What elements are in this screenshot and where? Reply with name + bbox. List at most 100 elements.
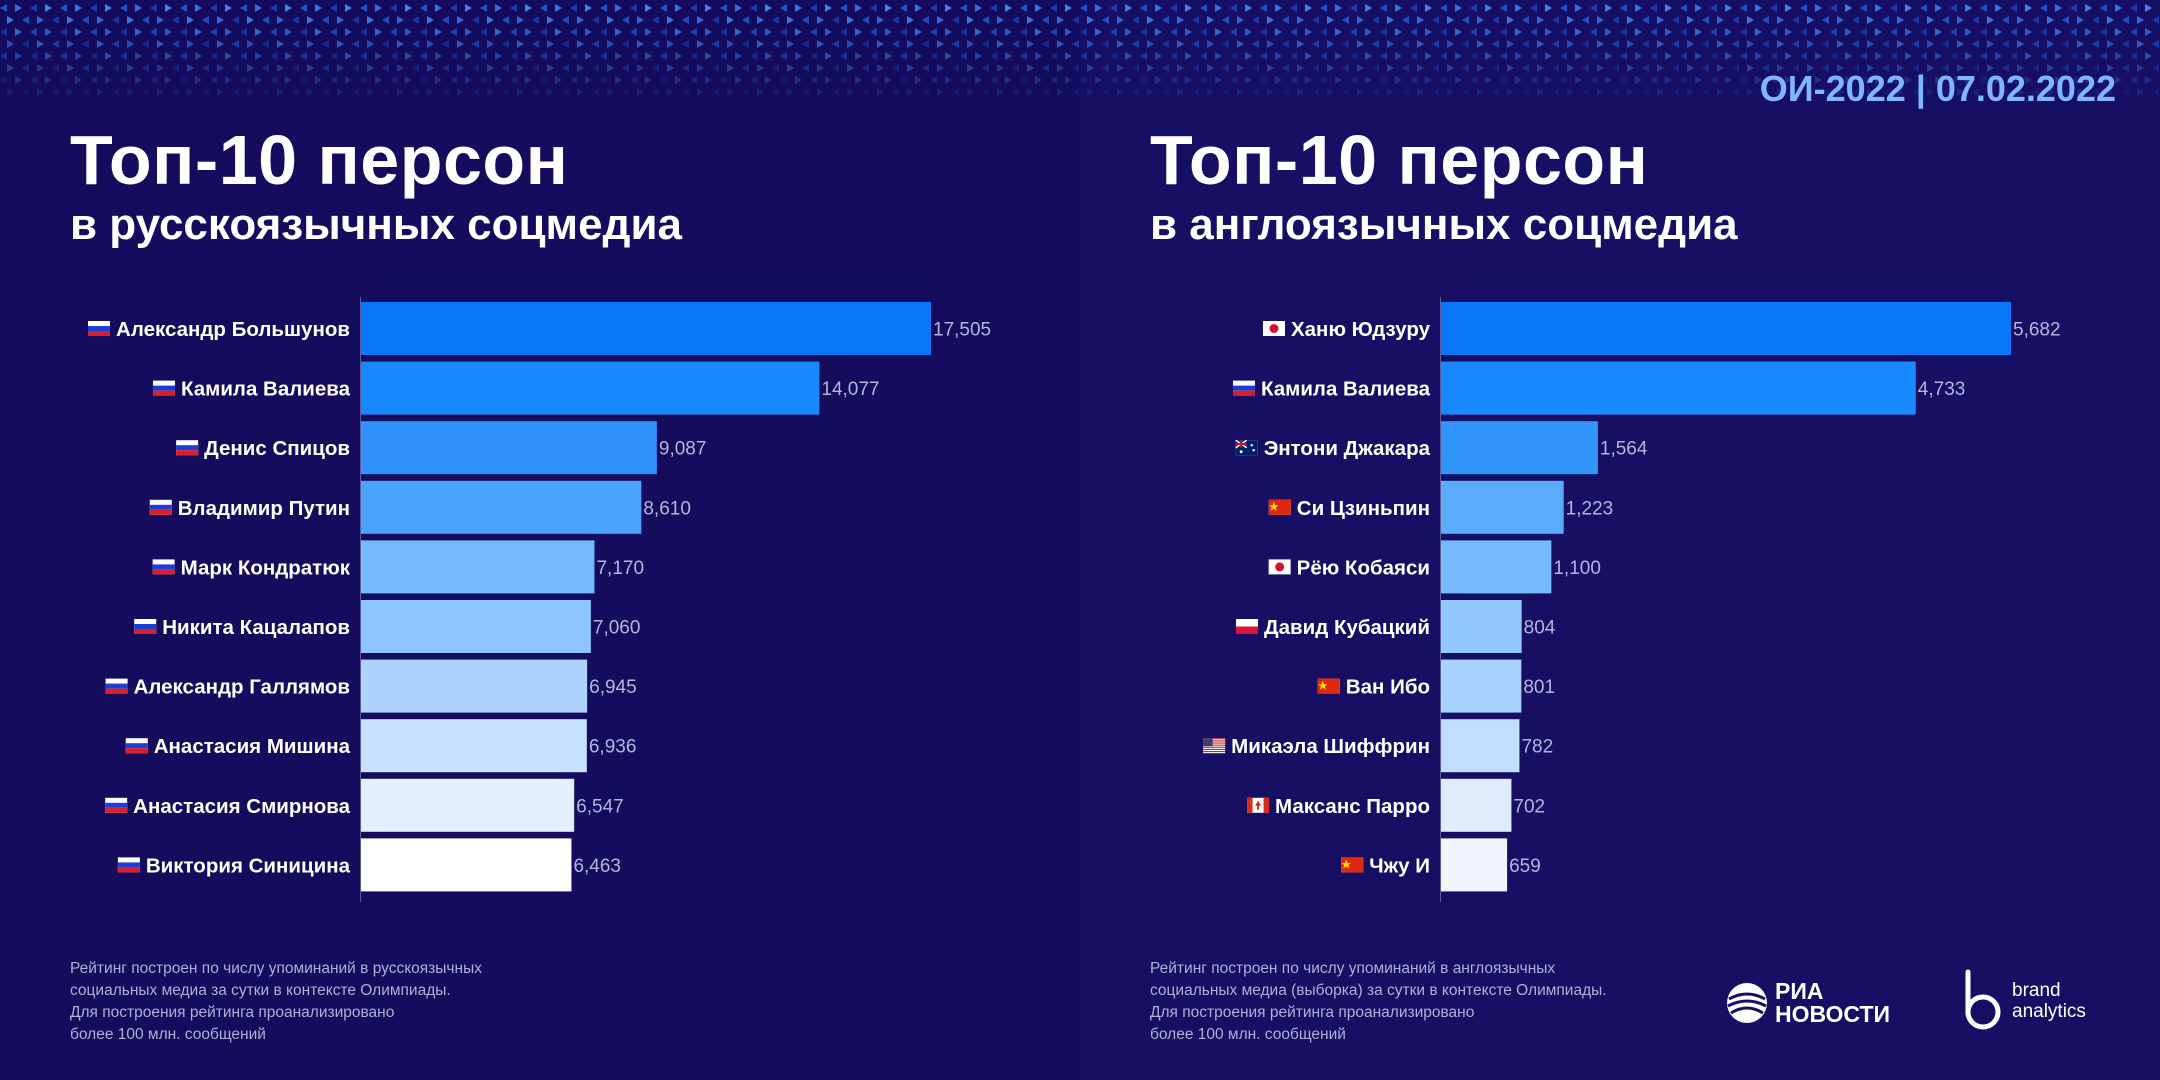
pattern-triangle bbox=[442, 88, 449, 96]
pattern-triangle bbox=[1912, 40, 1919, 48]
pattern-triangle bbox=[1837, 88, 1844, 96]
pattern-triangle bbox=[1612, 40, 1619, 48]
pattern-triangle bbox=[270, 4, 277, 12]
pattern-triangle bbox=[1590, 52, 1597, 60]
pattern-triangle bbox=[1755, 28, 1762, 36]
bar-2 bbox=[1441, 361, 1916, 415]
pattern-triangle bbox=[240, 76, 247, 84]
pattern-triangle bbox=[75, 4, 82, 12]
pattern-triangle bbox=[1035, 76, 1042, 84]
pattern-triangle bbox=[435, 52, 442, 60]
pattern-triangle bbox=[637, 64, 644, 72]
pattern-triangle bbox=[1687, 88, 1694, 96]
pattern-triangle bbox=[217, 16, 224, 24]
pattern-triangle bbox=[1762, 88, 1769, 96]
pattern-triangle bbox=[67, 64, 74, 72]
pattern-triangle bbox=[960, 28, 967, 36]
pattern-triangle bbox=[187, 40, 194, 48]
pattern-triangle bbox=[202, 40, 209, 48]
pattern-triangle bbox=[135, 4, 142, 12]
pattern-triangle bbox=[2055, 76, 2062, 84]
pattern-triangle bbox=[1822, 16, 1829, 24]
category-label: Си Цзиньпин bbox=[1297, 497, 1430, 520]
pattern-triangle bbox=[1762, 64, 1769, 72]
pattern-triangle bbox=[1905, 4, 1912, 12]
pattern-triangle bbox=[1342, 16, 1349, 24]
bar-4 bbox=[1441, 480, 1564, 534]
pattern-triangle bbox=[502, 40, 509, 48]
pattern-triangle bbox=[390, 28, 397, 36]
pattern-triangle bbox=[397, 64, 404, 72]
pattern-triangle bbox=[1665, 28, 1672, 36]
pattern-triangle bbox=[892, 40, 899, 48]
pattern-triangle bbox=[157, 88, 164, 96]
pattern-triangle bbox=[885, 28, 892, 36]
pattern-triangle bbox=[1162, 64, 1169, 72]
pattern-triangle bbox=[60, 28, 67, 36]
pattern-triangle bbox=[1620, 76, 1627, 84]
category-label: Виктория Синицина bbox=[146, 854, 351, 877]
pattern-triangle bbox=[772, 16, 779, 24]
pattern-triangle bbox=[742, 88, 749, 96]
pattern-triangle bbox=[2017, 88, 2024, 96]
flag-au-icon bbox=[1235, 439, 1258, 456]
pattern-triangle bbox=[1762, 16, 1769, 24]
pattern-triangle bbox=[937, 88, 944, 96]
bar-value-label: 1,100 bbox=[1553, 558, 1601, 579]
pattern-triangle bbox=[1372, 88, 1379, 96]
flag-ru-icon bbox=[134, 619, 157, 634]
pattern-triangle bbox=[1950, 52, 1957, 60]
pattern-triangle bbox=[382, 40, 389, 48]
pattern-triangle bbox=[30, 4, 37, 12]
pattern-triangle bbox=[2062, 40, 2069, 48]
pattern-triangle bbox=[975, 28, 982, 36]
pattern-triangle bbox=[1215, 4, 1222, 12]
pattern-triangle bbox=[1095, 4, 1102, 12]
pattern-triangle bbox=[982, 88, 989, 96]
pattern-triangle bbox=[1050, 76, 1057, 84]
pattern-triangle bbox=[1852, 88, 1859, 96]
pattern-triangle bbox=[2107, 16, 2114, 24]
pattern-triangle bbox=[1357, 88, 1364, 96]
pattern-triangle bbox=[1425, 28, 1432, 36]
pattern-triangle bbox=[1890, 52, 1897, 60]
pattern-triangle bbox=[990, 4, 997, 12]
pattern-triangle bbox=[2137, 88, 2144, 96]
pattern-triangle bbox=[832, 16, 839, 24]
pattern-triangle bbox=[1290, 52, 1297, 60]
pattern-triangle bbox=[727, 16, 734, 24]
pattern-triangle bbox=[1417, 40, 1424, 48]
pattern-triangle bbox=[1642, 40, 1649, 48]
pattern-triangle bbox=[1005, 52, 1012, 60]
pattern-triangle bbox=[1927, 64, 1934, 72]
pattern-triangle bbox=[1050, 4, 1057, 12]
pattern-triangle bbox=[1995, 76, 2002, 84]
pattern-triangle bbox=[2017, 40, 2024, 48]
pattern-triangle bbox=[1927, 88, 1934, 96]
pattern-triangle bbox=[2055, 28, 2062, 36]
pattern-triangle bbox=[997, 88, 1004, 96]
pattern-triangle bbox=[1702, 88, 1709, 96]
pattern-triangle bbox=[832, 40, 839, 48]
pattern-triangle bbox=[2100, 76, 2107, 84]
pattern-triangle bbox=[487, 88, 494, 96]
pattern-triangle bbox=[1657, 16, 1664, 24]
pattern-triangle bbox=[1065, 52, 1072, 60]
pattern-triangle bbox=[1672, 40, 1679, 48]
pattern-triangle bbox=[1380, 52, 1387, 60]
bar-value-label: 6,936 bbox=[589, 737, 637, 758]
pattern-triangle bbox=[825, 52, 832, 60]
pattern-triangle bbox=[982, 40, 989, 48]
pattern-triangle bbox=[1380, 28, 1387, 36]
pattern-triangle bbox=[292, 88, 299, 96]
pattern-triangle bbox=[922, 16, 929, 24]
pattern-triangle bbox=[1522, 88, 1529, 96]
pattern-triangle bbox=[1725, 52, 1732, 60]
triangle-pattern bbox=[0, 4, 1079, 96]
pattern-triangle bbox=[1402, 64, 1409, 72]
pattern-triangle bbox=[1552, 40, 1559, 48]
pattern-triangle bbox=[1770, 76, 1777, 84]
pattern-triangle bbox=[142, 88, 149, 96]
pattern-triangle bbox=[2062, 88, 2069, 96]
pattern-triangle bbox=[2025, 76, 2032, 84]
